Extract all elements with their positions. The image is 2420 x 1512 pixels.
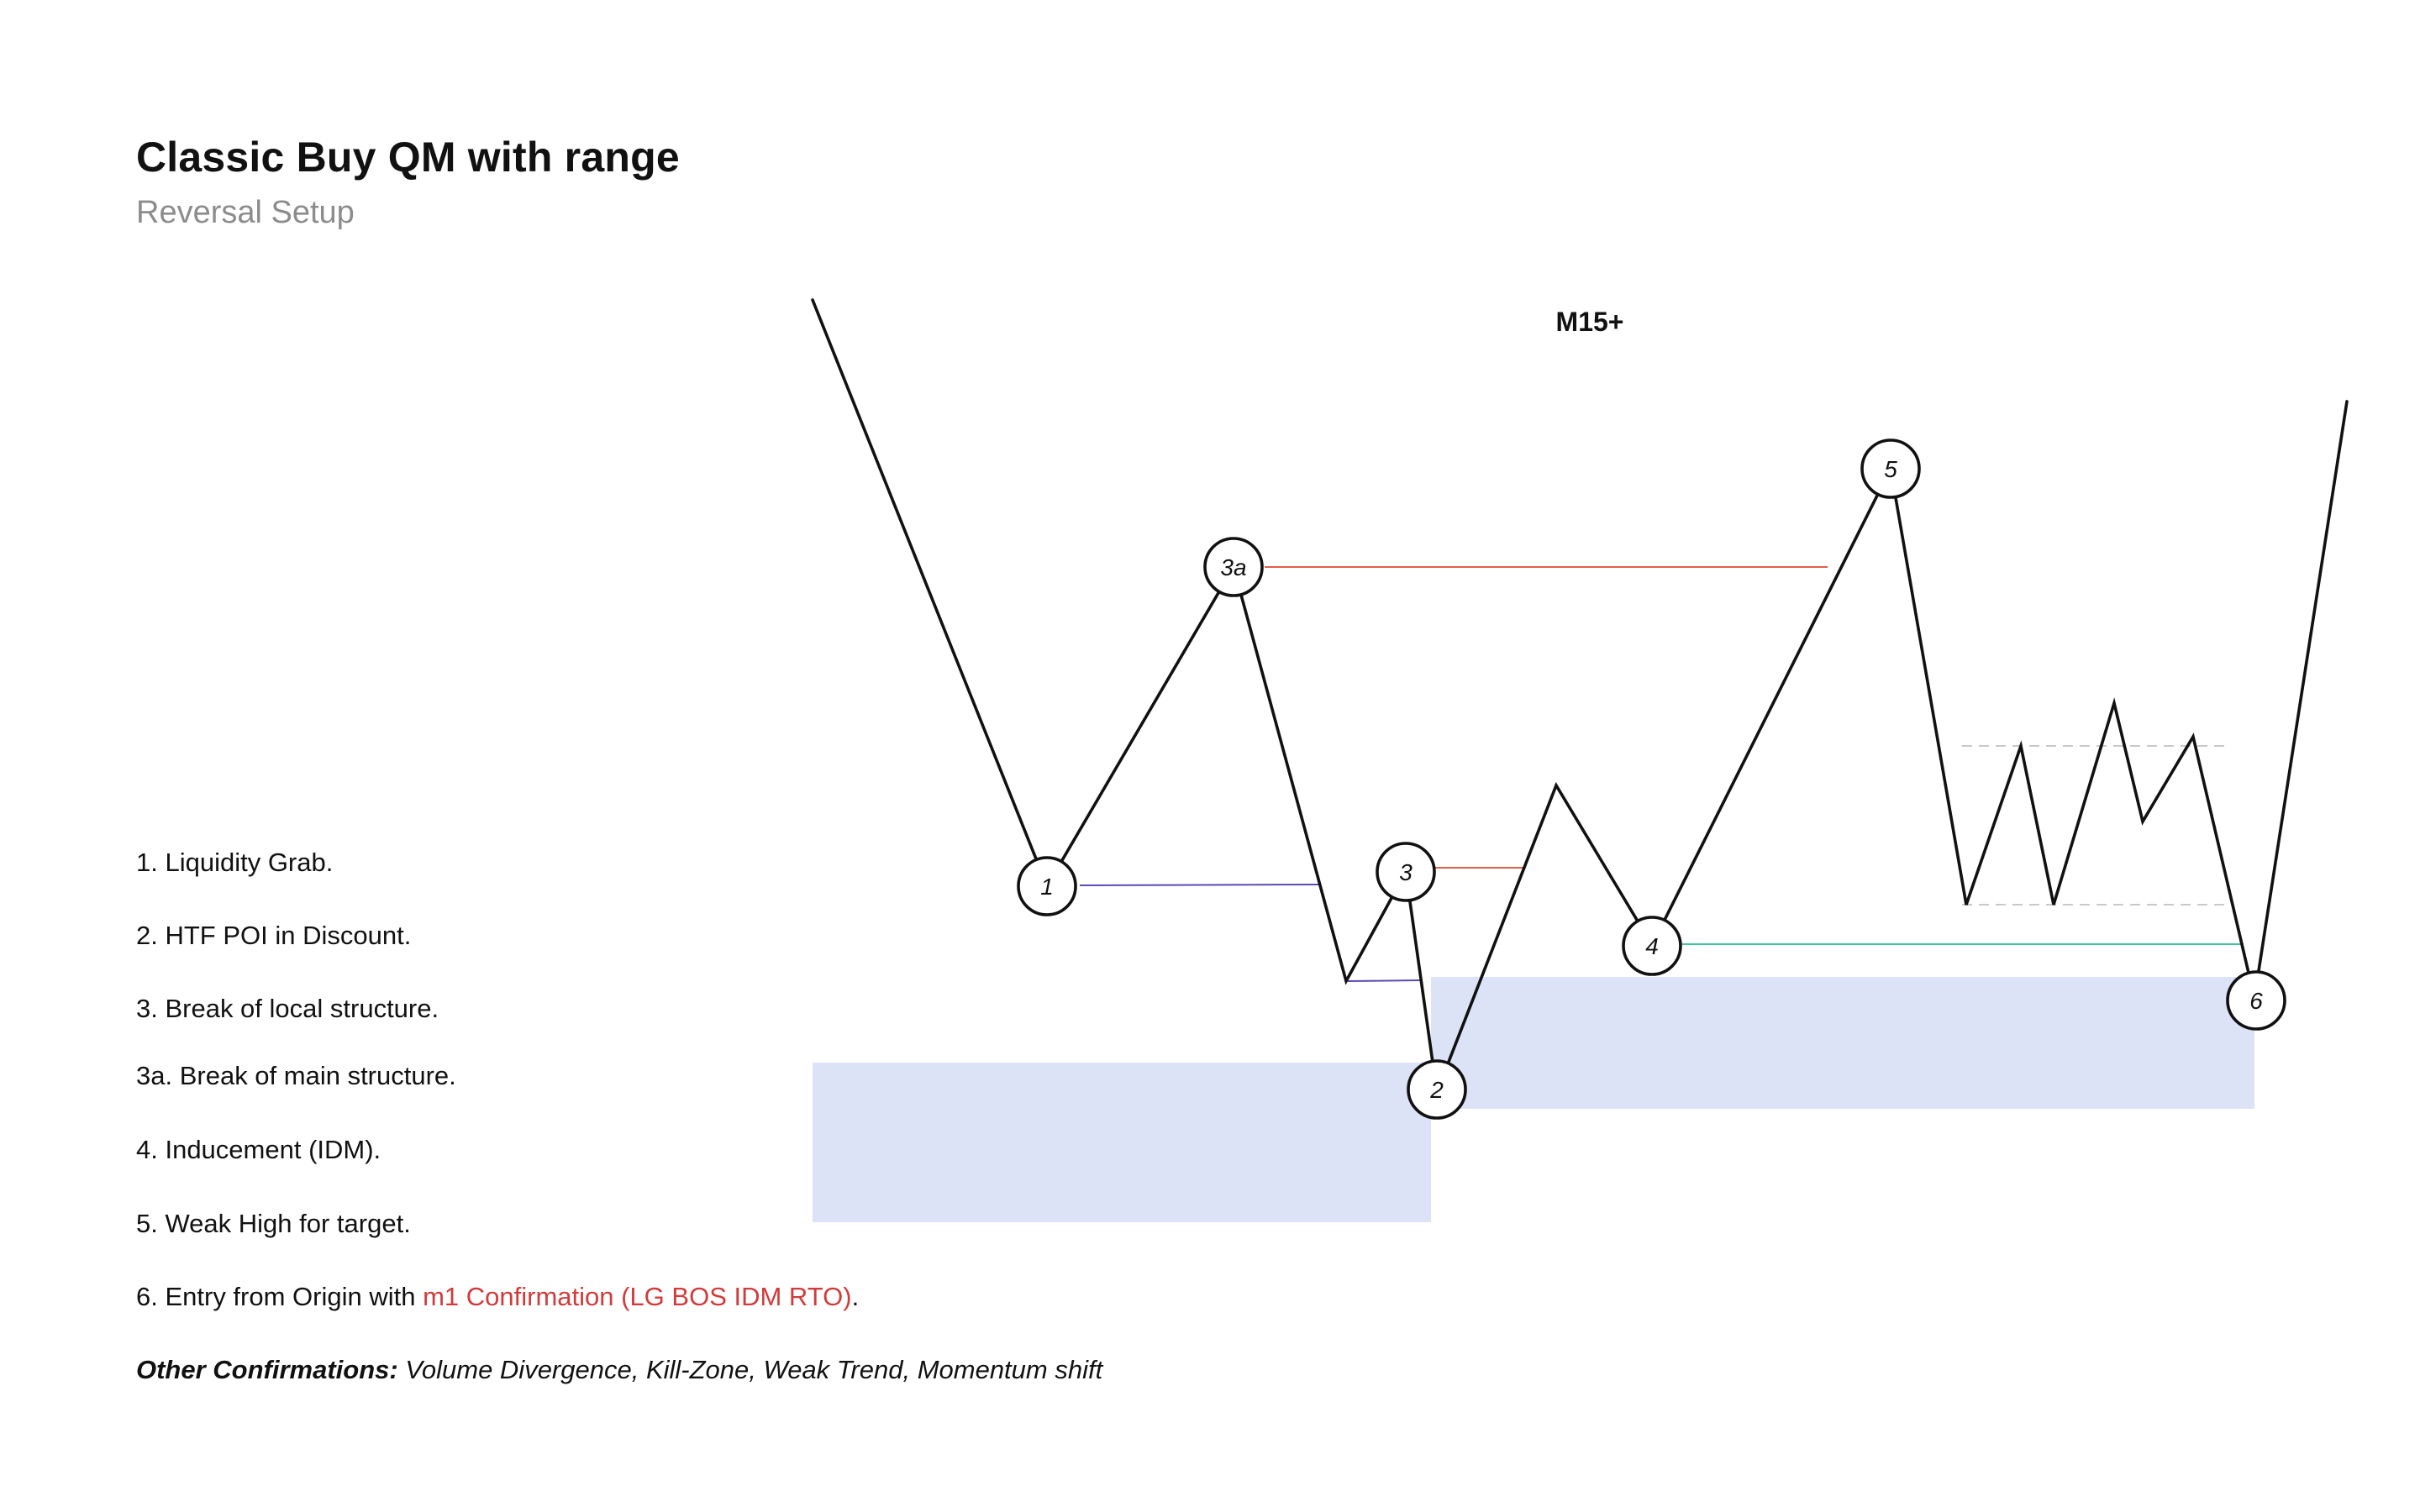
legend-item-6-prefix: 6. Entry from Origin with (136, 1282, 424, 1311)
svg-text:4: 4 (1645, 933, 1659, 959)
svg-text:3a: 3a (1220, 554, 1246, 580)
legend-item-3a: 3a. Break of main structure. (136, 1061, 456, 1090)
svg-text:5: 5 (1884, 456, 1897, 482)
origin-zone (813, 1063, 1431, 1222)
discount-zone (1431, 977, 2254, 1109)
legend-item-5: 5. Weak High for target. (136, 1209, 411, 1238)
svg-text:2: 2 (1429, 1077, 1444, 1103)
node-3: 3 (1376, 842, 1436, 902)
other-confirmations: Other Confirmations: Volume Divergence, … (136, 1355, 1102, 1385)
node-5: 5 (1860, 438, 1921, 499)
node-1: 1 (1017, 856, 1077, 916)
page-subtitle: Reversal Setup (136, 195, 355, 230)
legend-item-3: 3. Break of local structure. (136, 994, 439, 1023)
legend-item-2: 2. HTF POI in Discount. (136, 921, 412, 950)
legend-item-6-highlight: m1 Confirmation (LG BOS IDM RTO) (423, 1282, 852, 1311)
node-6: 6 (2226, 970, 2286, 1031)
legend-item-4: 4. Inducement (IDM). (136, 1135, 381, 1164)
other-confirmations-text: Volume Divergence, Kill-Zone, Weak Trend… (397, 1355, 1103, 1384)
page-title: Classic Buy QM with range (136, 134, 680, 181)
other-confirmations-label: Other Confirmations: (136, 1355, 398, 1384)
liquidity-line-2 (1347, 979, 1421, 982)
node-3a: 3a (1203, 537, 1264, 597)
node-2: 2 (1407, 1059, 1467, 1120)
svg-text:1: 1 (1040, 874, 1054, 900)
price-path (811, 298, 2349, 1099)
svg-text:6: 6 (2249, 988, 2263, 1014)
legend-item-1: 1. Liquidity Grab. (136, 848, 334, 877)
svg-text:3: 3 (1399, 859, 1413, 885)
legend-item-6-suffix: . (851, 1282, 860, 1311)
legend-item-6: 6. Entry from Origin with m1 Confirmatio… (136, 1282, 859, 1312)
node-4: 4 (1622, 916, 1682, 976)
timeframe-label: M15+ (1556, 307, 1624, 337)
